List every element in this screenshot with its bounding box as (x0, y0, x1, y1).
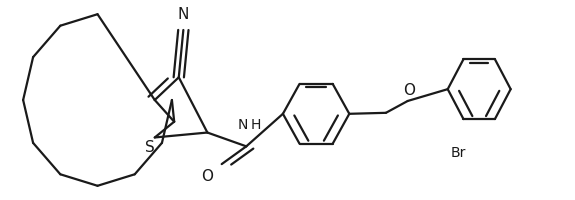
Text: H: H (250, 118, 260, 132)
Text: S: S (145, 140, 155, 155)
Text: O: O (403, 83, 415, 98)
Text: N: N (178, 7, 189, 22)
Text: N: N (237, 118, 248, 132)
Text: Br: Br (450, 146, 466, 160)
Text: O: O (201, 169, 213, 184)
